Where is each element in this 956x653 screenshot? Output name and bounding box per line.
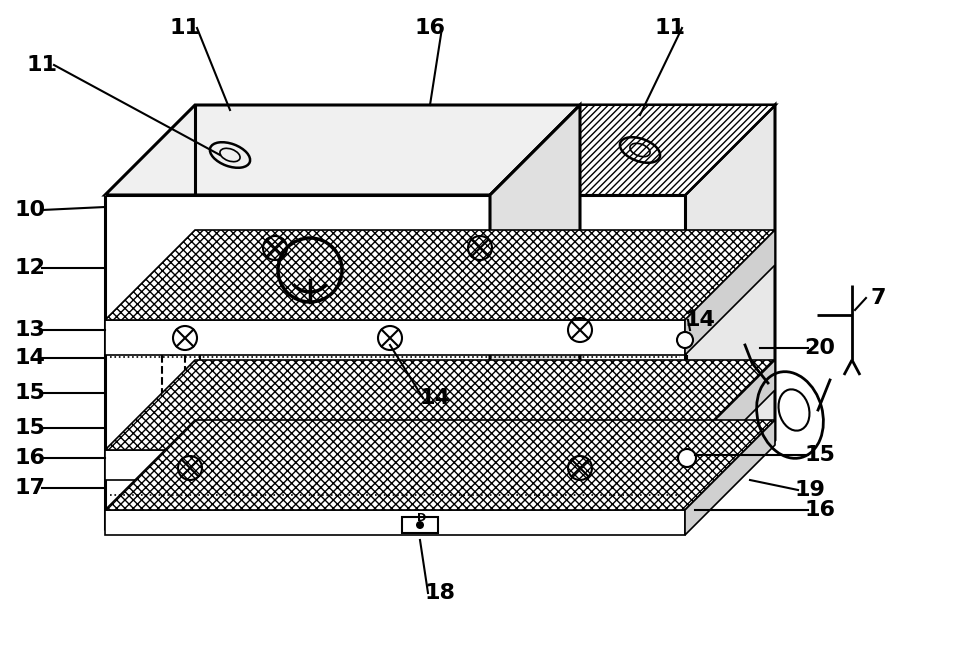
Text: 11: 11 xyxy=(169,18,201,38)
Text: 11: 11 xyxy=(27,55,57,75)
Polygon shape xyxy=(105,105,775,195)
Circle shape xyxy=(678,449,696,467)
Text: 18: 18 xyxy=(424,583,455,603)
Text: 15: 15 xyxy=(14,383,46,403)
Polygon shape xyxy=(685,230,775,355)
Polygon shape xyxy=(105,510,685,535)
Text: 14: 14 xyxy=(14,348,46,368)
Text: 14: 14 xyxy=(420,388,450,408)
Text: 10: 10 xyxy=(14,200,46,220)
Text: 14: 14 xyxy=(684,310,715,330)
Polygon shape xyxy=(685,360,775,480)
Text: 16: 16 xyxy=(805,500,836,520)
Text: 11: 11 xyxy=(655,18,685,38)
Polygon shape xyxy=(105,230,775,320)
Polygon shape xyxy=(685,105,775,530)
Circle shape xyxy=(677,332,693,348)
Text: 12: 12 xyxy=(14,258,46,278)
Text: 15: 15 xyxy=(805,445,836,465)
Polygon shape xyxy=(105,450,685,480)
Polygon shape xyxy=(402,517,438,533)
Text: 19: 19 xyxy=(794,480,825,500)
Text: 16: 16 xyxy=(415,18,445,38)
Text: 7: 7 xyxy=(870,288,886,308)
Circle shape xyxy=(416,521,424,529)
Polygon shape xyxy=(490,105,775,195)
Polygon shape xyxy=(105,420,775,510)
Text: D: D xyxy=(418,513,426,523)
Polygon shape xyxy=(105,360,775,450)
Polygon shape xyxy=(105,320,685,355)
Polygon shape xyxy=(490,105,580,530)
Text: 16: 16 xyxy=(14,448,46,468)
Polygon shape xyxy=(685,420,775,535)
Text: 13: 13 xyxy=(14,320,46,340)
Text: 15: 15 xyxy=(14,418,46,438)
Polygon shape xyxy=(105,195,685,530)
Text: 17: 17 xyxy=(14,478,46,498)
Text: 20: 20 xyxy=(805,338,836,358)
